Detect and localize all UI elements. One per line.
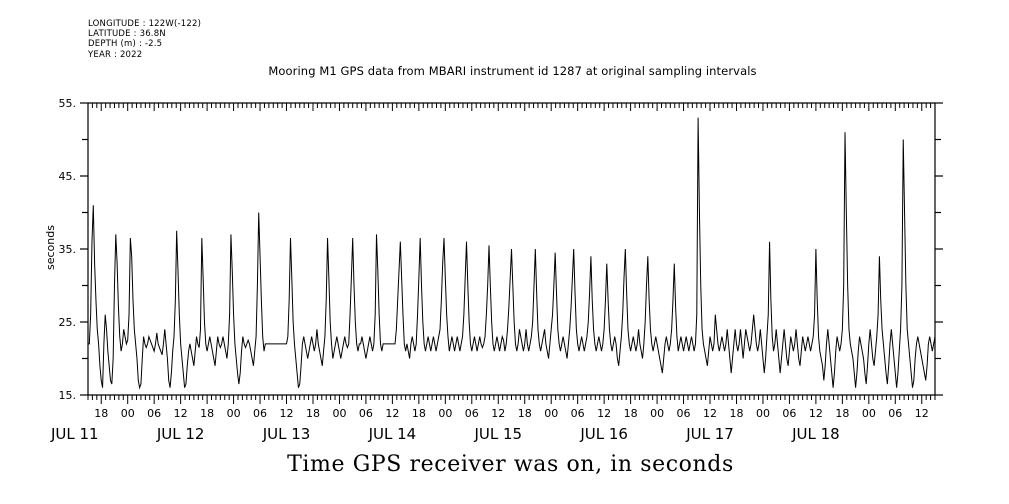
- y-axis-tick-label: 35.: [59, 243, 77, 256]
- metadata-block: LONGITUDE : 122W(-122) LATITUDE : 36.8N …: [88, 19, 201, 60]
- metadata-depth: DEPTH (m) : -2.5: [88, 39, 163, 50]
- x-axis-tick-label: 00: [862, 407, 876, 420]
- metadata-latitude: LATITUDE : 36.8N: [88, 29, 166, 40]
- chart-caption: Time GPS receiver was on, in seconds: [0, 452, 1009, 477]
- x-axis-tick-label: 06: [571, 407, 585, 420]
- y-axis-tick-label: 15.: [59, 389, 77, 402]
- x-axis-tick-label: 00: [438, 407, 452, 420]
- x-axis-tick-label: 06: [888, 407, 902, 420]
- x-axis-day-label: JUL 17: [685, 425, 734, 443]
- x-axis-tick-label: 00: [650, 407, 664, 420]
- x-axis-tick-label: 06: [359, 407, 373, 420]
- x-axis-day-label: JUL 11: [50, 425, 99, 443]
- x-axis-day-label: JUL 15: [473, 425, 522, 443]
- x-axis-tick-label: 12: [174, 407, 188, 420]
- x-axis-tick-label: 18: [518, 407, 532, 420]
- y-axis-tick-label: 55.: [59, 97, 77, 110]
- x-axis-tick-label: 12: [809, 407, 823, 420]
- x-axis-tick-label: 00: [332, 407, 346, 420]
- x-axis-tick-label: 18: [94, 407, 108, 420]
- x-axis-tick-label: 00: [121, 407, 135, 420]
- x-axis-tick-label: 12: [280, 407, 294, 420]
- x-axis-tick-label: 06: [465, 407, 479, 420]
- x-axis-day-label: JUL 16: [579, 425, 628, 443]
- x-axis-tick-label: 12: [703, 407, 717, 420]
- x-axis-tick-label: 06: [147, 407, 161, 420]
- page-title: Mooring M1 GPS data from MBARI instrumen…: [0, 64, 1009, 78]
- x-axis-tick-label: 00: [756, 407, 770, 420]
- x-axis-tick-label: 06: [677, 407, 691, 420]
- x-axis-tick-label: 18: [200, 407, 214, 420]
- metadata-longitude: LONGITUDE : 122W(-122): [88, 19, 202, 29]
- x-axis-tick-label: 12: [597, 407, 611, 420]
- x-axis-day-label: JUL 18: [791, 425, 840, 443]
- x-axis-tick-label: 06: [782, 407, 796, 420]
- data-series-line: [88, 117, 936, 390]
- y-axis-tick-label: 25.: [59, 316, 77, 329]
- x-axis-tick-label: 12: [915, 407, 929, 420]
- x-axis-day-label: JUL 13: [262, 425, 311, 443]
- y-axis-tick-label: 45.: [59, 170, 77, 183]
- page-title-text: Mooring M1 GPS data from MBARI instrumen…: [268, 64, 757, 78]
- x-axis-tick-label: 18: [306, 407, 320, 420]
- x-axis-tick-label: 18: [729, 407, 743, 420]
- x-axis-tick-label: 18: [835, 407, 849, 420]
- x-axis-tick-label: 12: [385, 407, 399, 420]
- x-axis-tick-label: 12: [491, 407, 505, 420]
- x-axis-tick-label: 00: [227, 407, 241, 420]
- x-axis-tick-label: 06: [253, 407, 267, 420]
- metadata-year: YEAR : 2022: [88, 49, 143, 60]
- x-axis-tick-label: 18: [624, 407, 638, 420]
- x-axis-tick-label: 18: [412, 407, 426, 420]
- x-axis-day-label: JUL 14: [368, 425, 417, 443]
- x-axis-tick-label: 00: [544, 407, 558, 420]
- x-axis-day-label: JUL 12: [156, 425, 205, 443]
- chart-caption-text: Time GPS receiver was on, in seconds: [287, 452, 734, 477]
